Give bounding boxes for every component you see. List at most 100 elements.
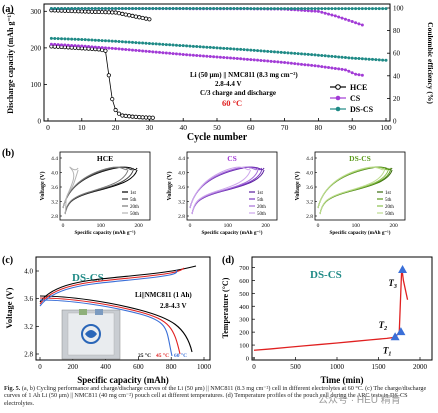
a-point-ds-cs bbox=[262, 49, 266, 53]
a-rtick-label: 0 bbox=[393, 118, 397, 126]
a-point-ds-cs-ce bbox=[80, 6, 84, 10]
a-point-ds-cs-ce bbox=[343, 7, 347, 11]
a-point-cs bbox=[320, 65, 324, 69]
a-point-cs bbox=[245, 57, 249, 61]
b-frame bbox=[186, 151, 278, 221]
d-xtick-label: 1000 bbox=[330, 363, 345, 371]
a-point-ds-cs bbox=[90, 38, 94, 42]
panel-a-series bbox=[49, 6, 388, 120]
b-xtick-label: 0 bbox=[317, 223, 320, 229]
b-ytick-label: 3.2 bbox=[306, 200, 313, 206]
a-rtick-label: 60 bbox=[393, 50, 401, 58]
a-point-ds-cs-ce bbox=[141, 6, 145, 10]
a-point-ds-cs-ce bbox=[350, 7, 354, 11]
a-point-ds-cs-ce bbox=[201, 6, 205, 10]
a-xtick-label: 90 bbox=[348, 123, 356, 132]
a-point-ds-cs bbox=[340, 55, 344, 59]
a-point-ds-cs bbox=[171, 43, 175, 47]
a-point-ds-cs bbox=[222, 46, 226, 50]
a-point-ds-cs bbox=[63, 37, 67, 41]
pouch-logo-icon bbox=[81, 324, 101, 344]
a-point-ds-cs bbox=[259, 49, 263, 53]
a-point-cs-ce bbox=[357, 22, 361, 26]
a-point-ds-cs bbox=[93, 38, 97, 42]
a-point-ds-cs-ce bbox=[232, 7, 236, 11]
b-legend-label: 5th bbox=[130, 198, 137, 203]
a-point-ds-cs-ce bbox=[262, 7, 266, 11]
a-point-ds-cs bbox=[154, 42, 158, 46]
a-point-ds-cs bbox=[66, 37, 70, 41]
a-point-cs bbox=[310, 63, 314, 67]
d-marker-2-icon bbox=[396, 327, 406, 336]
a-point-ds-cs-ce bbox=[90, 6, 94, 10]
a-point-ds-cs-ce bbox=[218, 7, 222, 11]
a-point-ds-cs-ce bbox=[164, 6, 168, 10]
a-point-ds-cs-ce bbox=[283, 7, 287, 11]
c-ytick-label: 4.0 bbox=[24, 268, 33, 276]
b-ytick-label: 3.2 bbox=[51, 200, 58, 206]
a-point-cs bbox=[147, 50, 151, 54]
panel-c-label: (c) bbox=[2, 255, 13, 266]
a-point-ds-cs bbox=[56, 37, 60, 41]
d-marker-label-1: T1 bbox=[383, 345, 392, 357]
a-point-ds-cs bbox=[158, 42, 162, 46]
a-point-cs bbox=[262, 59, 266, 63]
a-point-hce-ce bbox=[143, 16, 149, 21]
a-point-cs-ce bbox=[337, 15, 341, 19]
d-marker-label-3: T3 bbox=[388, 278, 397, 290]
a-point-cs bbox=[242, 57, 246, 61]
a-point-ds-cs-ce bbox=[53, 6, 57, 10]
a-point-ds-cs-ce bbox=[289, 7, 293, 11]
legend-dscs: DS-CS bbox=[350, 105, 374, 114]
a-point-cs bbox=[333, 66, 337, 70]
a-point-cs bbox=[66, 43, 70, 47]
a-point-ds-cs bbox=[350, 56, 354, 60]
a-point-ds-cs bbox=[151, 42, 155, 46]
d-marker-label-2: T2 bbox=[379, 320, 388, 332]
a-point-ds-cs bbox=[300, 52, 303, 56]
a-point-hce-ce bbox=[113, 10, 118, 15]
panel-c-frame bbox=[35, 256, 211, 361]
a-point-cs bbox=[337, 67, 341, 71]
a-point-hce-ce bbox=[127, 13, 132, 18]
panel-c: (c) 2.83.23.64.00 200 400 600 800 1000 DS-CS … bbox=[2, 255, 212, 385]
panel-a-rate: C/3 charge and discharge bbox=[200, 89, 276, 97]
panel-c-temp-25: 25 °C bbox=[138, 352, 151, 359]
a-point-cs bbox=[212, 55, 216, 59]
a-xtick-label: 70 bbox=[281, 123, 289, 132]
a-point-ds-cs bbox=[367, 57, 371, 61]
a-point-ds-cs-ce bbox=[377, 7, 381, 11]
a-point-ds-cs-ce bbox=[154, 6, 158, 10]
a-point-ds-cs-ce bbox=[73, 6, 77, 10]
d-marker-subscript: 3 bbox=[393, 284, 397, 290]
a-point-cs bbox=[222, 56, 226, 60]
a-point-ds-cs-ce bbox=[252, 7, 256, 11]
a-point-cs bbox=[218, 55, 222, 59]
b-title: CS bbox=[227, 154, 237, 163]
a-point-cs bbox=[114, 47, 118, 51]
d-ytick-label: 300 bbox=[239, 317, 249, 324]
a-point-cs bbox=[83, 44, 87, 48]
a-point-cs-ce bbox=[320, 10, 324, 14]
a-point-ds-cs bbox=[205, 45, 209, 49]
panel-c-xlabel: Specific capacity (mAh) bbox=[77, 375, 168, 385]
d-ytick-label: 700 bbox=[239, 265, 249, 272]
a-point-hce-ce bbox=[99, 9, 105, 15]
panel-a-legend: HCE CS DS-CS bbox=[330, 83, 374, 114]
a-point-ds-cs bbox=[147, 41, 151, 45]
a-point-ds-cs bbox=[242, 48, 246, 52]
a-point-ds-cs-ce bbox=[188, 6, 192, 10]
a-point-ds-cs-ce bbox=[259, 7, 263, 11]
a-point-cs-ce bbox=[327, 12, 331, 16]
a-point-ds-cs-ce bbox=[367, 7, 371, 11]
a-point-cs bbox=[141, 49, 145, 53]
a-point-cs bbox=[306, 63, 310, 67]
a-point-ds-cs-ce bbox=[120, 6, 124, 10]
a-point-cs bbox=[269, 59, 273, 63]
a-point-ds-cs bbox=[276, 50, 280, 54]
a-ytick-label: 100 bbox=[31, 81, 42, 89]
a-point-ds-cs-ce bbox=[300, 7, 303, 11]
panel-c-title: DS-CS bbox=[72, 272, 104, 284]
a-point-cs bbox=[327, 66, 331, 70]
